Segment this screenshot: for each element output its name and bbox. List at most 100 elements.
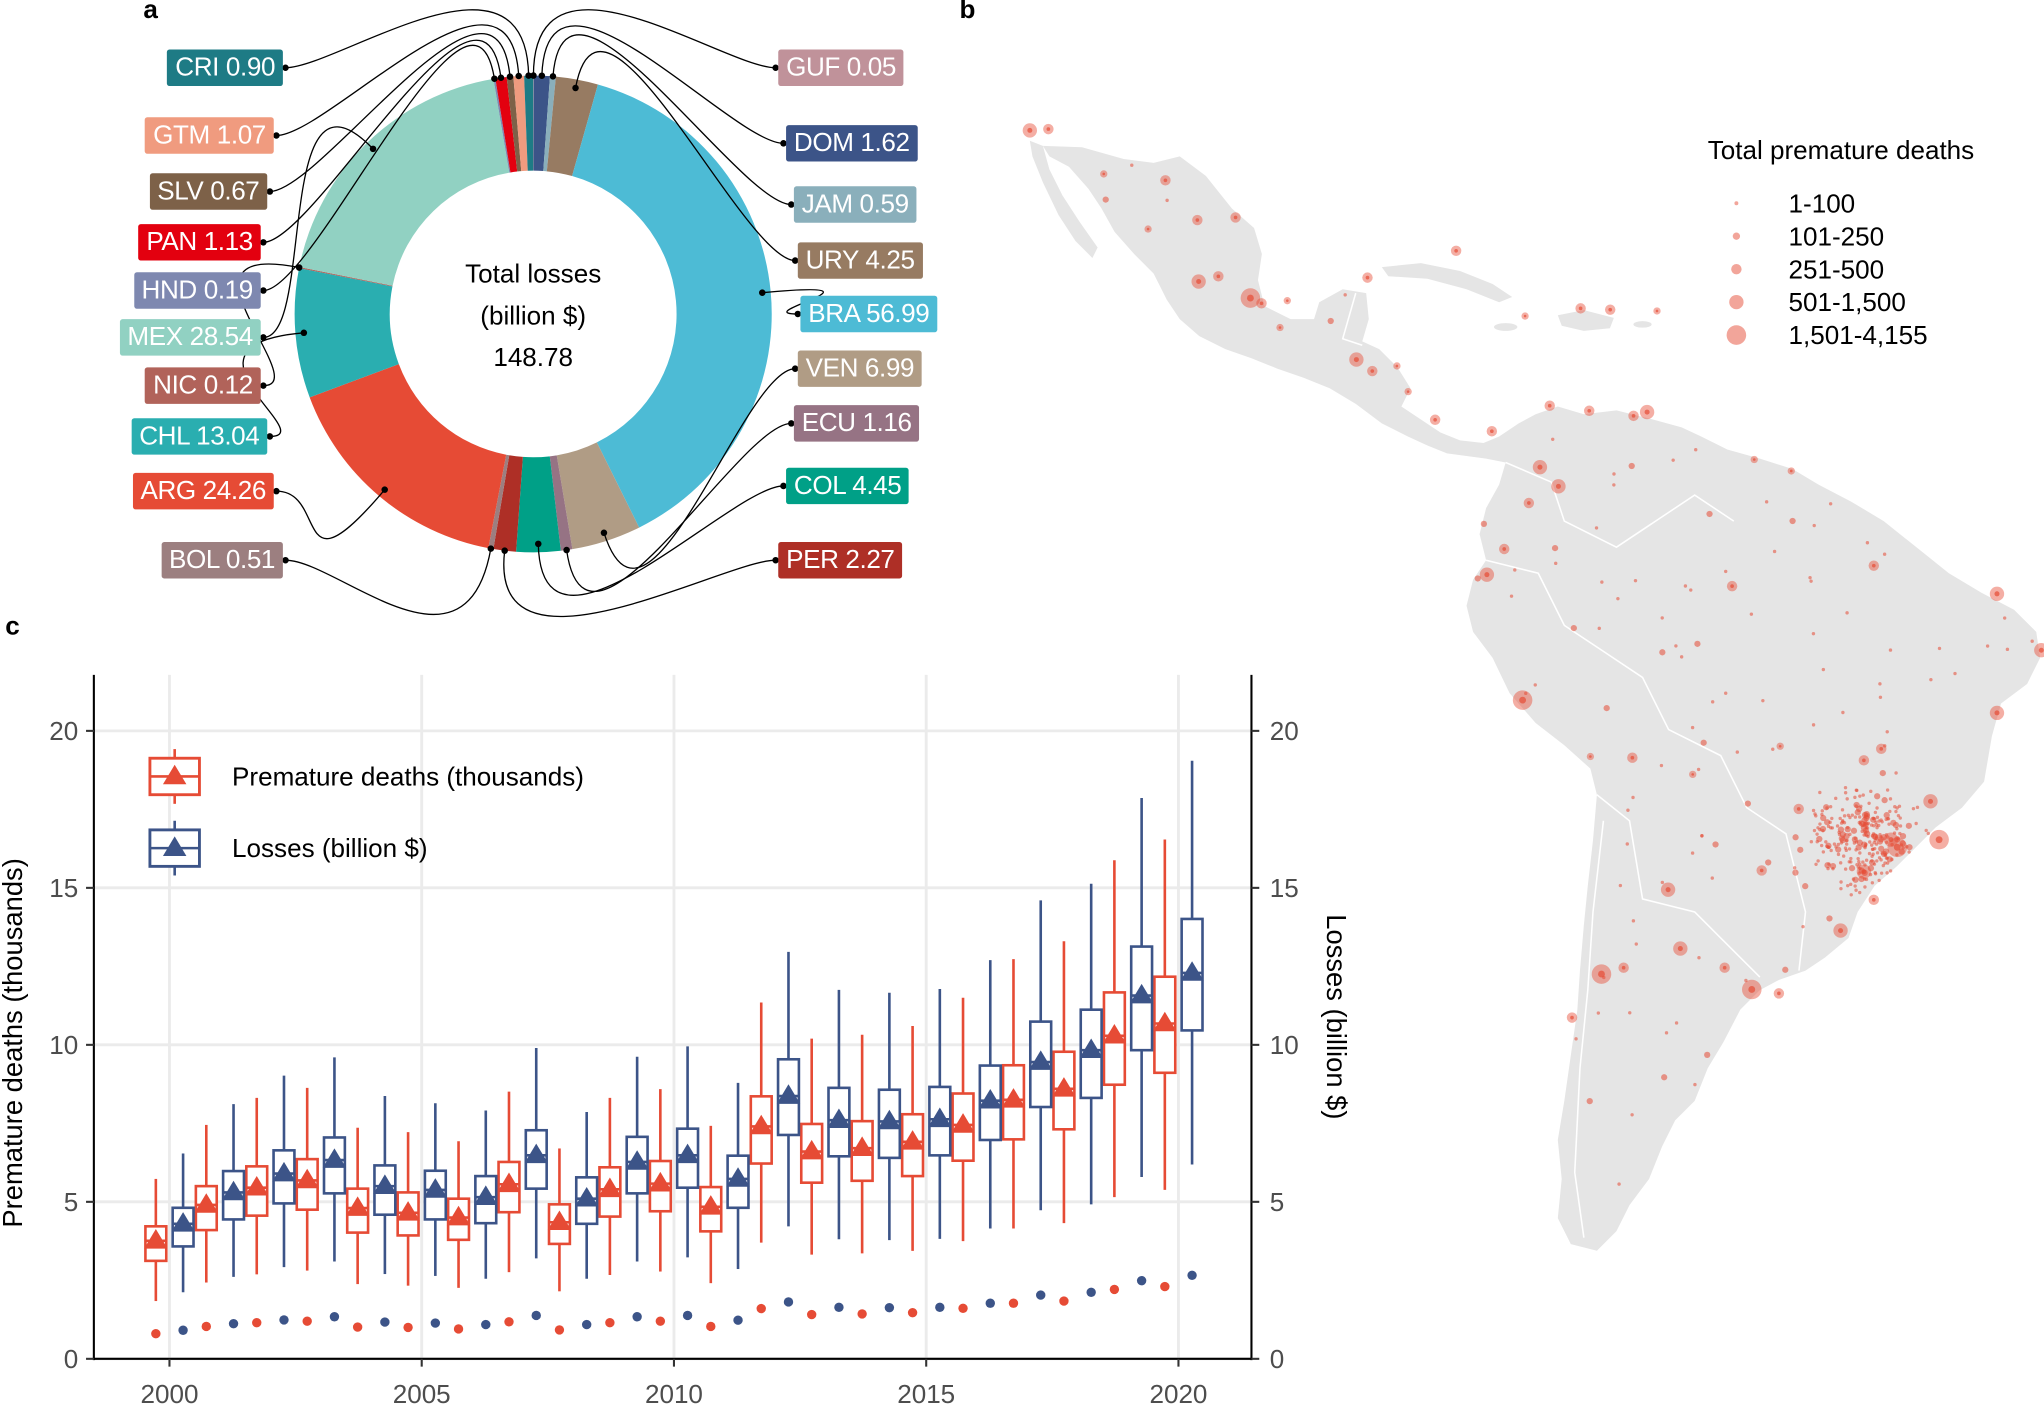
box-2012 — [749, 1002, 773, 1314]
death-point — [1816, 859, 1820, 863]
annual-point — [1160, 1281, 1170, 1292]
y-tick-label-left: 5 — [64, 1187, 79, 1217]
annual-point — [228, 1318, 239, 1329]
death-point-core — [1691, 773, 1695, 776]
death-point — [1857, 859, 1861, 864]
death-point — [2002, 616, 2007, 620]
death-point — [1836, 842, 1841, 847]
death-point — [1690, 851, 1695, 855]
death-point — [1594, 526, 1599, 530]
connector-dot — [788, 201, 795, 208]
death-point — [1924, 828, 1928, 833]
donut-slice-gtm — [513, 75, 528, 172]
death-point-core — [1490, 429, 1494, 434]
death-point-core — [1555, 483, 1561, 489]
death-point — [1885, 840, 1889, 844]
death-point — [1671, 458, 1675, 462]
annual-point — [151, 1329, 161, 1339]
death-point — [1554, 561, 1558, 566]
death-point — [1693, 1082, 1697, 1087]
death-point — [1863, 863, 1867, 867]
annual-point — [1136, 1275, 1147, 1286]
death-point — [1628, 462, 1635, 470]
annual-point — [985, 1298, 995, 1308]
donut-slice-slv — [506, 76, 522, 172]
death-point — [1877, 856, 1882, 860]
death-point — [1618, 883, 1623, 888]
death-point — [1818, 790, 1822, 795]
mean-triangle — [322, 1148, 347, 1168]
death-point-core — [1578, 306, 1583, 311]
death-point — [1704, 1051, 1711, 1059]
death-point — [2030, 639, 2034, 643]
death-point — [1865, 541, 1870, 545]
death-point — [1690, 725, 1695, 730]
annual-point — [1187, 1270, 1197, 1280]
series-premature-deaths — [144, 839, 1177, 1339]
death-point — [1870, 847, 1875, 851]
death-point-core — [1484, 572, 1490, 578]
death-point — [1907, 850, 1911, 854]
death-point-core — [1665, 887, 1671, 893]
death-point — [1875, 815, 1880, 820]
death-point — [1868, 859, 1876, 866]
death-point — [1885, 861, 1890, 865]
mean-triangle — [396, 1201, 420, 1221]
death-point — [1826, 845, 1830, 849]
annual-point — [806, 1309, 817, 1320]
annual-point — [1086, 1287, 1096, 1297]
connector-line-slv — [269, 32, 511, 193]
annual-point — [554, 1325, 565, 1335]
mean-triangle — [928, 1107, 952, 1128]
death-point — [1603, 704, 1610, 712]
annual-point — [252, 1318, 262, 1328]
death-point-core — [1871, 898, 1876, 902]
y-tick-label-right: 15 — [1270, 873, 1299, 903]
death-point — [1808, 575, 1812, 580]
death-point — [1828, 805, 1833, 809]
mean-triangle — [749, 1114, 773, 1135]
death-point — [1801, 924, 1805, 929]
series-losses — [171, 760, 1204, 1335]
death-point — [1867, 865, 1875, 872]
death-point — [1744, 800, 1751, 807]
death-point — [1864, 842, 1868, 847]
death-point — [1828, 820, 1832, 825]
death-point — [1480, 520, 1488, 527]
death-point — [1881, 797, 1888, 804]
connector-dot — [497, 74, 505, 81]
death-point — [1894, 809, 1898, 814]
death-point — [1700, 834, 1704, 838]
death-point — [1815, 832, 1819, 836]
connector-dot — [535, 540, 542, 548]
death-point — [1886, 835, 1890, 839]
death-point-core — [1608, 307, 1613, 312]
death-point — [1847, 847, 1852, 851]
connector-line-col — [537, 485, 784, 596]
mean-triangle — [474, 1185, 498, 1205]
donut-label-pan: PAN 1.13 — [138, 224, 261, 261]
mean-triangle — [1001, 1088, 1026, 1108]
death-point — [1875, 859, 1879, 863]
box-2001 — [194, 1124, 219, 1332]
death-point — [1617, 1182, 1621, 1186]
legend-label: Premature deaths (thousands) — [232, 762, 584, 792]
annual-point — [403, 1322, 413, 1333]
legend-size-label: 1,501-4,155 — [1789, 320, 1928, 350]
annual-point — [655, 1316, 666, 1326]
death-point — [1706, 510, 1713, 518]
mean-triangle — [978, 1089, 1003, 1109]
mean-triangle — [799, 1139, 824, 1160]
death-point — [1878, 695, 1883, 699]
map-legend-title: Total premature deaths — [1708, 135, 1975, 165]
death-point — [1905, 822, 1912, 829]
donut-center-total: 148.78 — [493, 342, 573, 372]
death-point — [1873, 872, 1878, 876]
death-point — [1875, 806, 1879, 810]
box-2011 — [726, 1082, 750, 1325]
death-point — [1828, 502, 1833, 506]
death-point — [1858, 820, 1863, 824]
death-point-core — [1216, 274, 1221, 279]
box-2000 — [144, 1178, 168, 1339]
box-2003 — [295, 1087, 319, 1326]
